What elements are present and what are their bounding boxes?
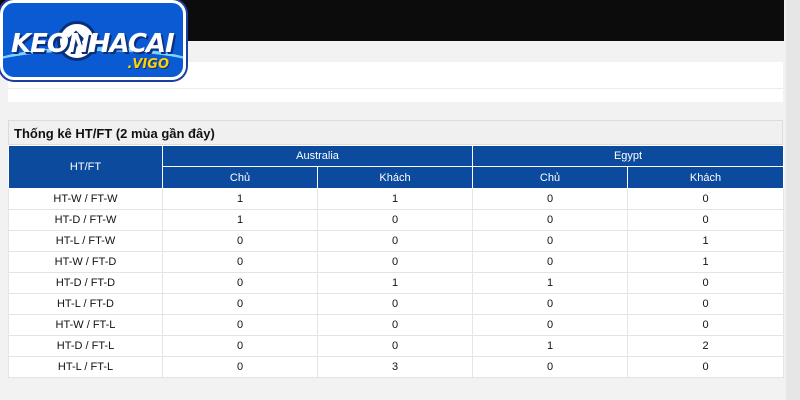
- stat-cell: 0: [472, 314, 629, 336]
- stat-cell: 0: [162, 356, 318, 378]
- stat-cell: 0: [162, 272, 318, 294]
- subheader-away: Khách: [316, 166, 474, 189]
- stat-cell: 2: [627, 335, 785, 357]
- row-header: HT/FT: [8, 145, 163, 189]
- stat-cell: 1: [472, 335, 629, 357]
- team-header-egypt: Egypt: [472, 145, 785, 167]
- subheader-away: Khách: [627, 166, 785, 189]
- stat-cell: 1: [316, 272, 474, 294]
- row-label: HT-D / FT-L: [8, 335, 163, 357]
- stat-cell: 0: [627, 293, 785, 315]
- stat-cell: 0: [316, 293, 474, 315]
- section-title: Thống kê HT/FT (2 mùa gần đây): [8, 120, 783, 145]
- subheader-home: Chủ: [472, 166, 629, 189]
- stat-cell: 0: [316, 251, 474, 273]
- stat-cell: 0: [316, 209, 474, 231]
- stat-cell: 1: [316, 188, 474, 210]
- stat-cell: 1: [162, 188, 318, 210]
- stat-cell: 0: [472, 293, 629, 315]
- row-label: HT-L / FT-D: [8, 293, 163, 315]
- page-scrollbar[interactable]: [786, 0, 800, 400]
- row-label: HT-W / FT-W: [8, 188, 163, 210]
- table-row: HT-W / FT-W 1 1 0 0: [8, 188, 785, 210]
- stat-cell: 0: [316, 230, 474, 252]
- table-row: HT-D / FT-D 0 1 1 0: [8, 272, 785, 294]
- table-row: HT-D / FT-L 0 0 1 2: [8, 335, 785, 357]
- logo-subtext: .VIGO: [127, 57, 169, 72]
- stat-cell: 0: [162, 230, 318, 252]
- table-row: HT-W / FT-D 0 0 0 1: [8, 251, 785, 273]
- htft-stats-section: Thống kê HT/FT (2 mùa gần đây) HT/FT Aus…: [8, 120, 785, 382]
- table-row: HT-L / FT-W 0 0 0 1: [8, 230, 785, 252]
- table-row: HT-W / FT-L 0 0 0 0: [8, 314, 785, 336]
- soccer-ball-icon: [57, 21, 97, 61]
- row-label: HT-L / FT-L: [8, 356, 163, 378]
- subheader-home: Chủ: [162, 166, 318, 189]
- row-label: HT-W / FT-L: [8, 314, 163, 336]
- stat-cell: 0: [316, 314, 474, 336]
- stat-cell: 0: [627, 209, 785, 231]
- stat-cell: 0: [472, 188, 629, 210]
- stat-cell: 0: [162, 314, 318, 336]
- table-row: HT-L / FT-L 0 3 0 0: [8, 356, 785, 378]
- stat-cell: 0: [316, 335, 474, 357]
- stat-cell: 1: [627, 251, 785, 273]
- logo-wordmark: KEONHACAI: [11, 29, 175, 59]
- team-header-australia: Australia: [161, 145, 474, 167]
- table-row: HT-D / FT-W 1 0 0 0: [8, 209, 785, 231]
- row-label: HT-L / FT-W: [8, 230, 163, 252]
- table-row: HT-L / FT-D 0 0 0 0: [8, 293, 785, 315]
- stat-cell: 0: [627, 188, 785, 210]
- stat-cell: 0: [627, 314, 785, 336]
- site-logo[interactable]: KEONHACAI .VIGO: [0, 0, 186, 80]
- divider: [8, 88, 783, 89]
- stat-cell: 1: [162, 209, 318, 231]
- htft-table: HT/FT Australia Egypt Chủ Khách Chủ Khác…: [8, 145, 785, 378]
- stat-cell: 0: [162, 335, 318, 357]
- row-label: HT-D / FT-D: [8, 272, 163, 294]
- stat-cell: 0: [627, 356, 785, 378]
- row-label: HT-D / FT-W: [8, 209, 163, 231]
- stat-cell: 0: [472, 356, 629, 378]
- stat-cell: 0: [162, 293, 318, 315]
- stat-cell: 0: [627, 272, 785, 294]
- stat-cell: 0: [162, 251, 318, 273]
- stat-cell: 0: [472, 209, 629, 231]
- stat-cell: 0: [472, 230, 629, 252]
- stat-cell: 1: [627, 230, 785, 252]
- stat-cell: 1: [472, 272, 629, 294]
- row-label: HT-W / FT-D: [8, 251, 163, 273]
- stat-cell: 3: [316, 356, 474, 378]
- stat-cell: 0: [472, 251, 629, 273]
